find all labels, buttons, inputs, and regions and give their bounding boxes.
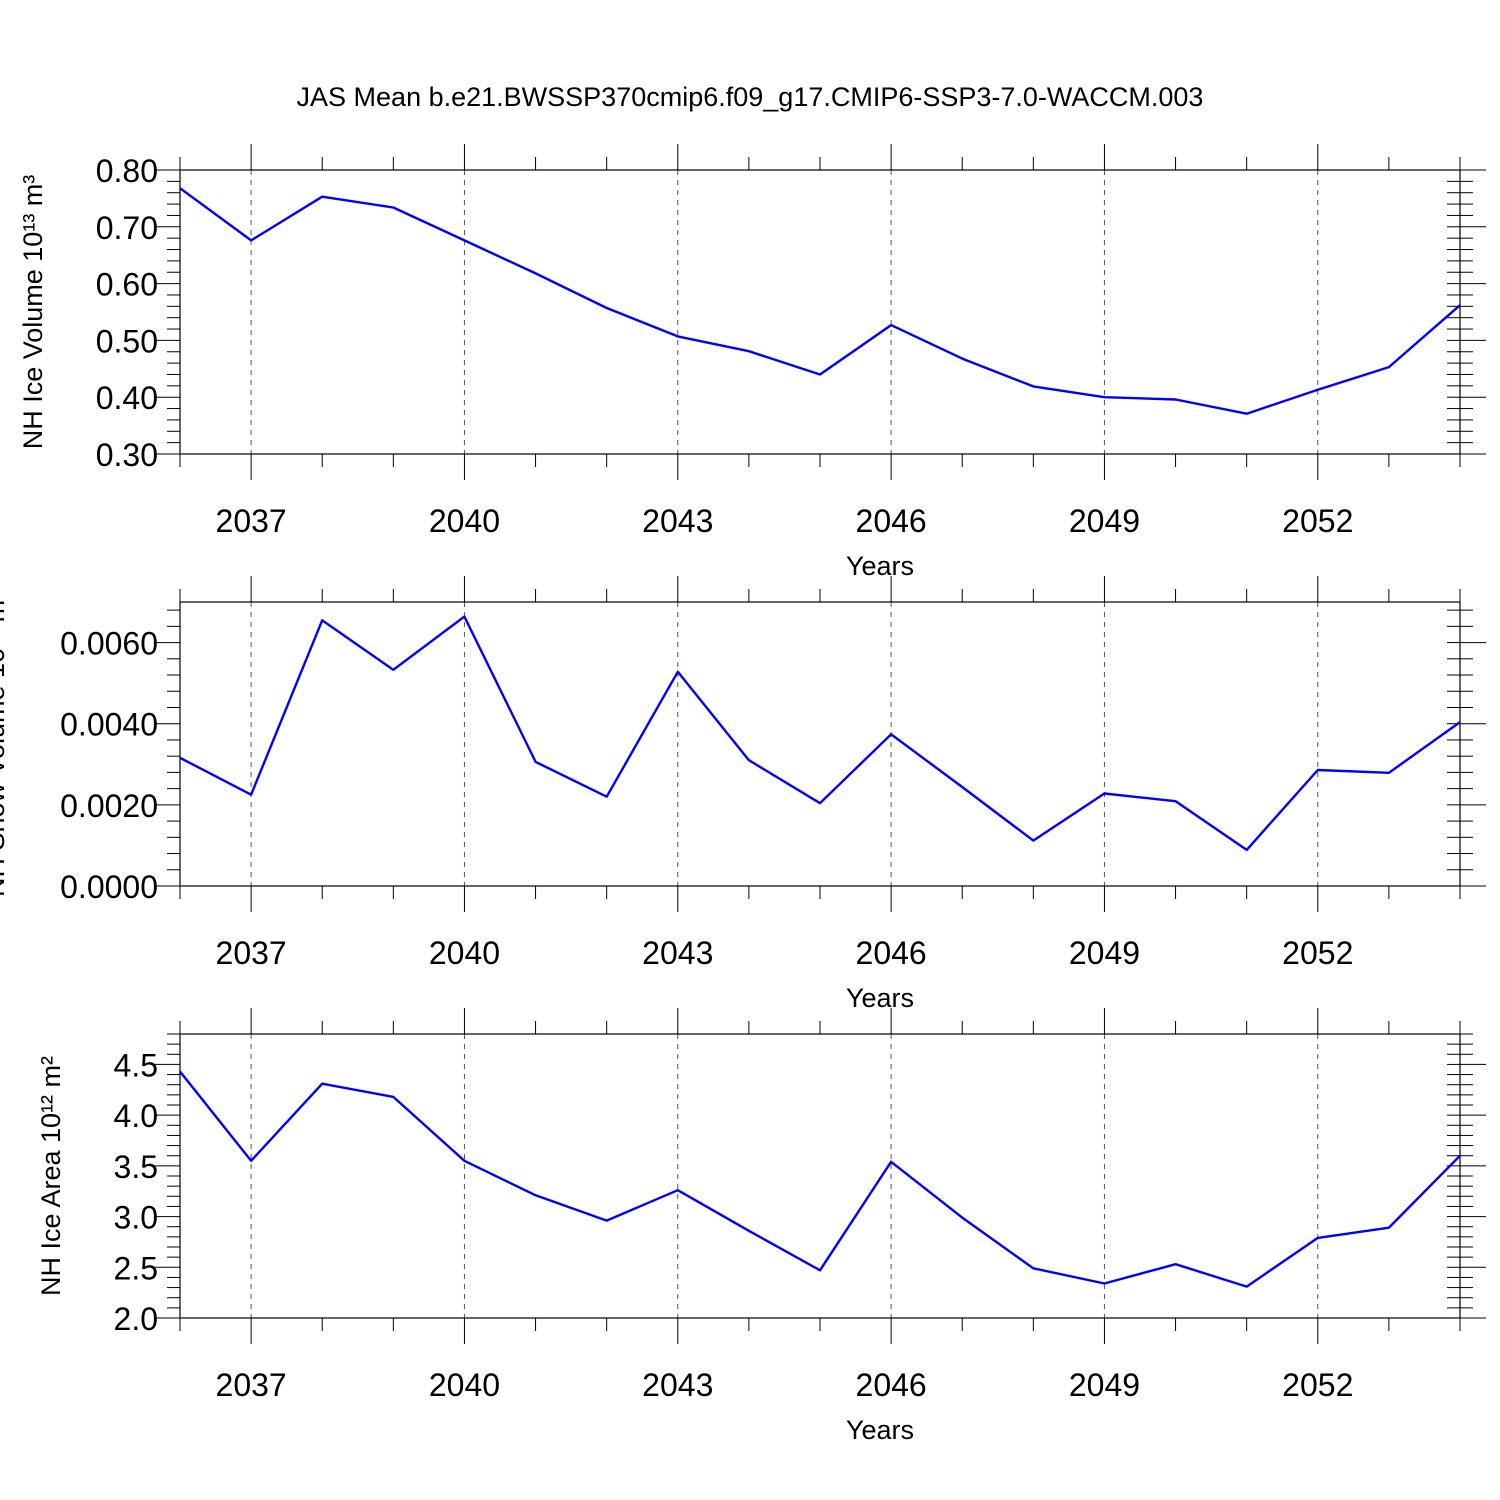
plot-frame <box>179 601 1461 887</box>
x-tick-label: 2037 <box>216 935 287 971</box>
x-tick-label: 2046 <box>856 935 927 971</box>
x-tick-label: 2046 <box>856 1367 927 1403</box>
y-tick-label: 0.0060 <box>60 626 158 662</box>
x-axis-title: Years <box>846 551 914 581</box>
y-tick-label: 3.0 <box>114 1200 158 1236</box>
x-tick-label: 2037 <box>216 1367 287 1403</box>
x-tick-label: 2037 <box>216 503 287 539</box>
panel-ice-area: 2.0 2.5 3.0 3.5 4.0 4.5 2037 2040 2043 2046 2049 20… <box>36 1008 1486 1445</box>
panel-snow-volume: 0.0000 0.0020 0.0040 0.0060 2037 2040 2043 2046… <box>0 576 1486 1013</box>
x-tick-label: 2052 <box>1282 935 1353 971</box>
y-axis-title: NH Ice Area 10¹² m² <box>36 1056 66 1296</box>
x-tick-label: 2052 <box>1282 1367 1353 1403</box>
y-tick-label: 0.70 <box>96 210 158 246</box>
series-line <box>179 187 1461 415</box>
series-line <box>179 615 1461 852</box>
y-tick-label: 0.60 <box>96 267 158 303</box>
x-tick-label: 2040 <box>429 1367 500 1403</box>
plot-frame <box>179 169 1461 455</box>
y-tick-label: 3.5 <box>114 1149 158 1185</box>
y-tick-label: 0.0040 <box>60 707 158 743</box>
y-tick-label: 0.30 <box>96 437 158 473</box>
plot-frame <box>179 1033 1461 1319</box>
series-line <box>179 1070 1461 1288</box>
x-tick-label: 2049 <box>1069 503 1140 539</box>
x-tick-label: 2046 <box>856 503 927 539</box>
x-tick-label: 2043 <box>642 503 713 539</box>
y-tick-label: 0.80 <box>96 153 158 189</box>
x-tick-label: 2040 <box>429 503 500 539</box>
x-axis-title: Years <box>846 1415 914 1445</box>
y-axis-title: NH Ice Volume 10¹³ m³ <box>18 175 48 450</box>
figure-title: JAS Mean b.e21.BWSSP370cmip6.f09_g17.CMI… <box>297 82 1204 112</box>
y-tick-label: 0.50 <box>96 323 158 359</box>
x-tick-label: 2049 <box>1069 935 1140 971</box>
x-tick-label: 2043 <box>642 935 713 971</box>
y-axis-title: NH Snow Volume 10¹³ m³ <box>0 591 10 897</box>
panel-ice-volume: 0.30 0.40 0.50 0.60 0.70 0.80 2037 2040 2043 2046… <box>18 144 1486 581</box>
y-tick-label: 4.0 <box>114 1098 158 1134</box>
x-tick-label: 2043 <box>642 1367 713 1403</box>
y-tick-label: 0.0000 <box>60 869 158 905</box>
x-tick-label: 2040 <box>429 935 500 971</box>
y-tick-label: 2.5 <box>114 1250 158 1286</box>
y-tick-label: 0.40 <box>96 380 158 416</box>
y-tick-label: 2.0 <box>114 1301 158 1337</box>
x-tick-label: 2049 <box>1069 1367 1140 1403</box>
x-tick-label: 2052 <box>1282 503 1353 539</box>
y-tick-label: 0.0020 <box>60 788 158 824</box>
y-tick-label: 4.5 <box>114 1047 158 1083</box>
x-axis-title: Years <box>846 983 914 1013</box>
